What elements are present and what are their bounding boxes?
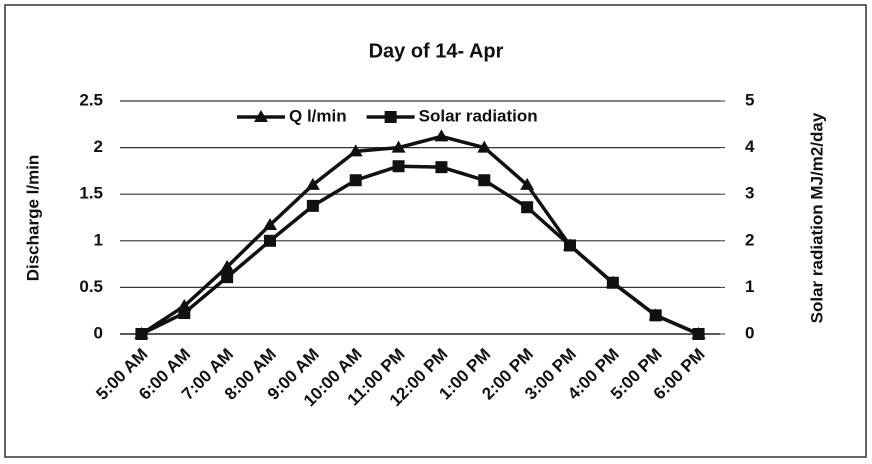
y2-tick-label: 4 bbox=[745, 137, 755, 156]
y2-tick-label: 0 bbox=[745, 323, 754, 342]
legend-label: Solar radiation bbox=[419, 106, 538, 125]
chart-frame bbox=[4, 4, 867, 458]
marker bbox=[392, 160, 405, 173]
marker bbox=[692, 328, 705, 340]
marker bbox=[384, 111, 397, 123]
marker bbox=[264, 234, 276, 247]
y2-axis-label: Solar radiation MJ/m2/day bbox=[807, 112, 826, 323]
y2-tick-label: 3 bbox=[745, 184, 754, 203]
y-tick-label: 1.5 bbox=[79, 184, 103, 203]
marker bbox=[305, 177, 320, 190]
y2-tick-label: 5 bbox=[745, 90, 754, 109]
marker bbox=[520, 177, 535, 190]
marker bbox=[220, 259, 235, 272]
marker bbox=[306, 199, 319, 212]
marker bbox=[564, 239, 576, 252]
y-tick-label: 0 bbox=[94, 323, 103, 342]
marker bbox=[254, 110, 268, 122]
marker bbox=[649, 309, 662, 322]
marker bbox=[606, 276, 619, 289]
marker bbox=[348, 144, 363, 157]
y-tick-label: 0.5 bbox=[79, 277, 103, 296]
marker bbox=[477, 140, 492, 153]
y-tick-label: 2 bbox=[94, 137, 103, 156]
marker bbox=[221, 271, 234, 284]
marker bbox=[391, 140, 406, 153]
series-line bbox=[140, 164, 700, 336]
marker bbox=[263, 217, 277, 230]
y2-tick-label: 1 bbox=[745, 277, 754, 296]
marker bbox=[435, 161, 448, 174]
y-axis-label: Discharge l/min bbox=[23, 155, 42, 282]
marker bbox=[178, 307, 191, 320]
marker bbox=[434, 129, 449, 142]
chart-title: Day of 14- Apr bbox=[369, 40, 504, 62]
y2-tick-label: 2 bbox=[745, 230, 754, 249]
legend-label: Q l/min bbox=[289, 106, 347, 125]
y-tick-label: 2.5 bbox=[79, 90, 103, 109]
marker bbox=[521, 201, 534, 214]
marker bbox=[349, 174, 362, 187]
marker bbox=[135, 328, 148, 340]
marker bbox=[478, 174, 491, 187]
y-tick-label: 1 bbox=[94, 230, 103, 249]
